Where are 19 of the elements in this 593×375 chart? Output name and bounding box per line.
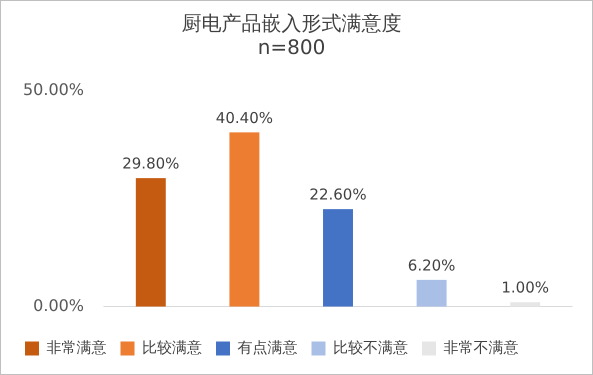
legend-label: 比较满意: [142, 338, 202, 356]
chart-title: 厨电产品嵌入形式满意度: [182, 11, 402, 36]
data-label: 22.60%: [309, 186, 367, 204]
data-label: 1.00%: [501, 278, 550, 297]
y-tick-label: 0.00%: [33, 296, 84, 315]
bar: [136, 178, 166, 307]
data-label: 40.40%: [216, 108, 274, 127]
bar: [510, 302, 540, 307]
data-label: 6.20%: [408, 256, 456, 274]
legend-label: 非常不满意: [444, 338, 518, 356]
legend-label: 非常满意: [46, 338, 106, 356]
chart-subtitle: n=800: [258, 35, 326, 60]
data-label: 29.80%: [122, 154, 180, 172]
bar: [323, 209, 353, 307]
legend-label: 比较不满意: [333, 338, 408, 356]
legend-label: 有点满意: [238, 338, 298, 356]
bar: [229, 132, 260, 307]
bar: [416, 280, 447, 307]
y-tick-label: 50.00%: [22, 80, 84, 100]
